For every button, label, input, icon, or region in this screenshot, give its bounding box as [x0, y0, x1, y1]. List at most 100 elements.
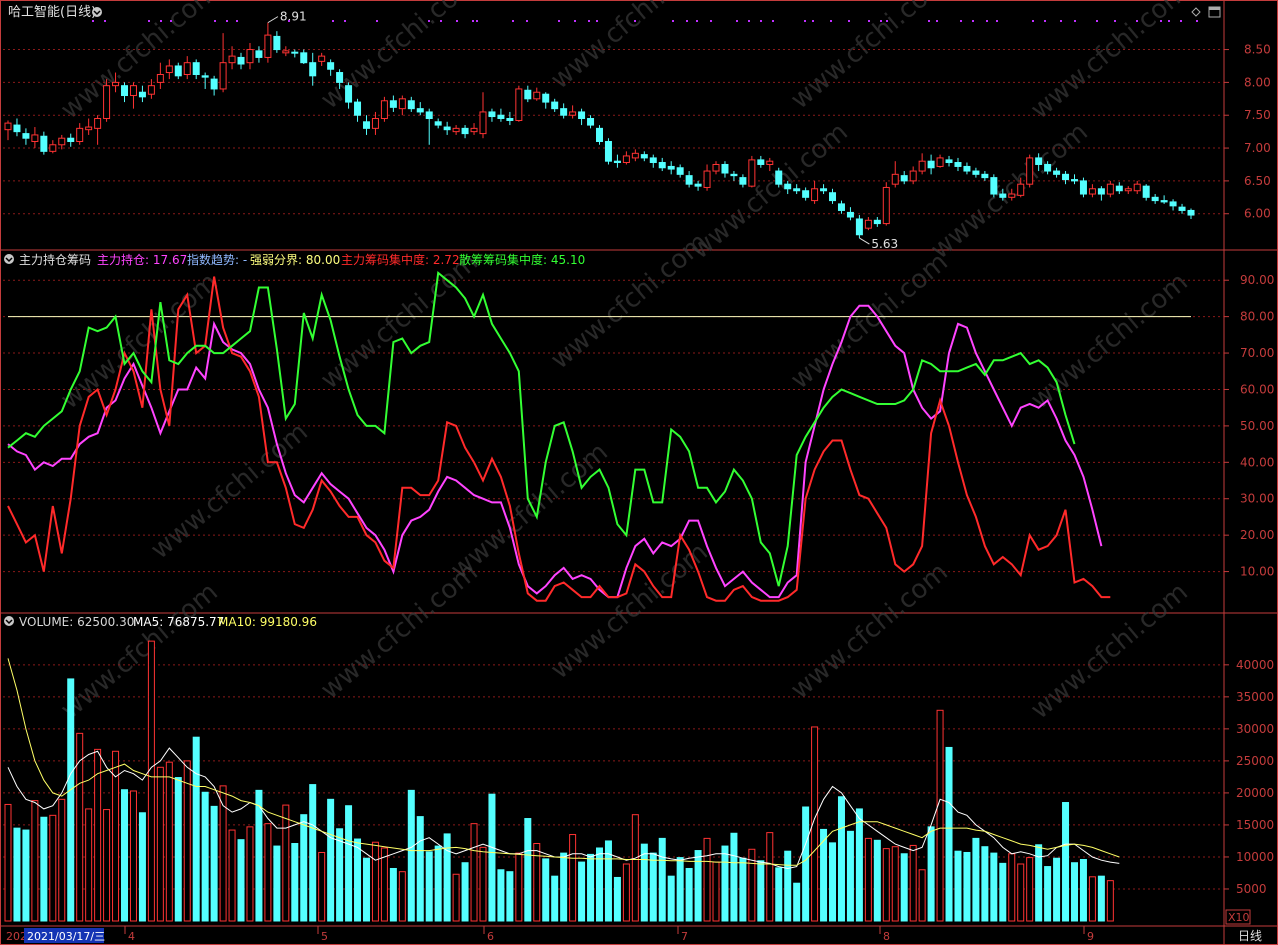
candle-body: [936, 157, 944, 167]
volume-legend-item: MA10: 99180.96: [218, 615, 317, 629]
chart-title: 哈工智能(日线): [8, 5, 96, 20]
volume-bar: [138, 812, 146, 922]
low-price-label: 5.63: [871, 237, 898, 251]
price-tick-label: 7.50: [1244, 108, 1271, 122]
candle-body: [837, 203, 845, 211]
volume-bar: [775, 867, 783, 922]
ma5-line: [7, 747, 1120, 870]
volume-bar: [309, 784, 317, 922]
volume-bar: [909, 844, 917, 922]
signal-dot: [588, 20, 590, 22]
volume-bar: [945, 746, 953, 922]
volume-bar: [22, 829, 30, 922]
volume-bar: [488, 793, 496, 922]
candle-body: [129, 85, 137, 97]
signal-dot: [1168, 20, 1170, 22]
volume-bar: [58, 798, 66, 922]
volume-tick-label: 35000: [1236, 690, 1274, 704]
candle-body: [748, 159, 756, 187]
candle-body: [174, 65, 182, 77]
signal-dot: [558, 20, 560, 22]
candle-body: [1106, 183, 1114, 195]
candle-body: [425, 111, 433, 120]
volume-bar: [712, 861, 720, 922]
candle-body: [273, 35, 281, 51]
volume-bar: [551, 875, 559, 922]
candle-body: [228, 55, 236, 64]
candle-body: [112, 81, 120, 87]
candle-body: [596, 127, 603, 142]
volume-bar: [927, 826, 935, 922]
volume-bar: [345, 805, 353, 922]
signal-dot: [928, 20, 930, 22]
candle-body: [990, 177, 998, 195]
candle-body: [981, 173, 989, 179]
volume-bar: [147, 640, 155, 922]
candle-body: [1070, 179, 1078, 182]
candle-body: [210, 78, 218, 90]
signal-dot: [1160, 20, 1162, 22]
candle-body: [165, 65, 173, 74]
indicator-tick-label: 10.00: [1240, 565, 1274, 579]
watermark-text: www.cfchi.com: [315, 247, 484, 395]
diamond-icon[interactable]: [1191, 7, 1201, 17]
chevron-down-icon[interactable]: [92, 7, 102, 17]
candle-body: [757, 159, 765, 165]
signal-dot: [428, 20, 430, 22]
candle-body: [1115, 185, 1123, 192]
candle-body: [1178, 206, 1186, 211]
candle-body: [694, 183, 702, 187]
candle-body: [909, 170, 917, 182]
candle-body: [192, 62, 200, 76]
volume-bar: [846, 830, 854, 922]
volume-bar: [67, 678, 75, 922]
volume-bar: [972, 837, 980, 922]
candle-body: [13, 124, 21, 133]
volume-bar: [112, 750, 120, 922]
candle-body: [156, 74, 164, 83]
candle-body: [246, 49, 254, 64]
candle-body: [1160, 200, 1168, 203]
signal-dot: [972, 20, 974, 22]
candle-body: [452, 127, 460, 133]
candle-body: [345, 85, 353, 103]
signal-dot: [1060, 20, 1062, 22]
volume-bar: [963, 851, 971, 922]
candle-body: [999, 193, 1007, 198]
candle-body: [524, 89, 532, 100]
indicator-name: 主力持仓筹码: [19, 252, 91, 267]
candle-body: [94, 118, 102, 129]
volume-bar: [837, 796, 845, 922]
volume-bar: [676, 857, 684, 922]
low-marker-line: [859, 237, 870, 245]
signal-dot: [848, 20, 850, 22]
volume-tick-label: 40000: [1236, 658, 1274, 672]
volume-tick-label: 5000: [1236, 882, 1267, 896]
volume-bar: [1044, 866, 1052, 922]
period-label[interactable]: 日线: [1238, 929, 1262, 943]
volume-bar: [622, 863, 630, 922]
volume-bar: [210, 805, 218, 922]
signal-dot: [1196, 20, 1198, 22]
volume-bar: [631, 814, 639, 922]
signal-dot: [672, 20, 674, 22]
signal-dot: [456, 20, 458, 22]
watermark-text: www.cfchi.com: [785, 557, 954, 705]
volume-bar: [380, 847, 388, 922]
volume-bar: [891, 846, 899, 922]
volume-bar: [748, 848, 756, 922]
indicator-legend-item: 强弱分界: 80.00: [250, 253, 340, 267]
candle-body: [730, 173, 738, 177]
indicator-tick-label: 70.00: [1240, 346, 1274, 360]
volume-bar: [658, 837, 666, 922]
date-highlight: [24, 928, 104, 943]
volume-bar: [721, 845, 729, 922]
volume-bar: [398, 871, 406, 922]
volume-bar: [802, 806, 810, 922]
volume-bar: [4, 803, 12, 922]
candle-body: [380, 100, 388, 120]
signal-dot: [574, 20, 576, 22]
candle-body: [362, 121, 370, 129]
month-label: 7: [681, 930, 688, 943]
date-prefix: 202: [6, 930, 27, 943]
